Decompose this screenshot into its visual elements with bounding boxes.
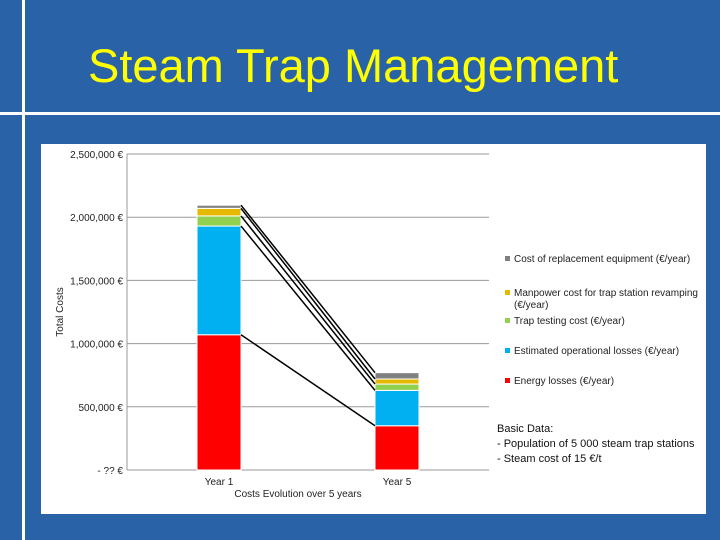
- frame-vertical-line: [22, 0, 25, 540]
- y-axis-label: Total Costs: [55, 287, 66, 336]
- legend-label-operational: Estimated operational losses (€/year): [514, 346, 679, 357]
- legend-label-energy: Energy losses (€/year): [514, 376, 614, 387]
- y-tick-label: 2,000,000 €: [70, 213, 123, 224]
- bar-segment-replacement: [374, 372, 420, 380]
- bar-segment-testing: [196, 215, 242, 227]
- bar-segment-energy: [196, 334, 242, 471]
- frame-horizontal-line: [0, 112, 720, 115]
- connector-line: [240, 207, 376, 380]
- legend-label-replacement: Cost of replacement equipment (€/year): [514, 254, 690, 265]
- note-line-steam-cost: - Steam cost of 15 €/t: [497, 453, 602, 465]
- bar-segment-replacement: [196, 204, 242, 209]
- legend-swatch-manpower: [505, 290, 510, 295]
- bar-segment-energy: [374, 425, 420, 471]
- x-axis-label: Costs Evolution over 5 years: [234, 489, 361, 500]
- bar-segment-testing: [374, 383, 420, 391]
- slide-title: Steam Trap Management: [88, 39, 619, 92]
- connector-line: [240, 225, 376, 391]
- y-tick-label: - ?? €: [97, 466, 123, 477]
- x-tick-label: Year 1: [205, 477, 234, 488]
- x-tick-label: Year 5: [383, 477, 412, 488]
- legend-swatch-testing: [505, 318, 510, 323]
- bar-segment-operational: [196, 225, 242, 336]
- legend-label-manpower: Manpower cost for trap station revamping…: [514, 288, 698, 311]
- note-line-population: - Population of 5 000 steam trap station…: [497, 438, 695, 450]
- y-tick-label: 500,000 €: [79, 403, 124, 414]
- bar-segment-manpower: [196, 207, 242, 217]
- y-tick-label: 2,500,000 €: [70, 150, 123, 161]
- bar-segment-manpower: [374, 378, 420, 385]
- stacked-bar-chart: 2,500,000 € 2,000,000 € 1,500,000 € 1,000,0…: [55, 150, 698, 500]
- y-tick-label: 1,500,000 €: [70, 276, 123, 287]
- legend-label-testing: Trap testing cost (€/year): [514, 316, 625, 327]
- connector-line: [240, 204, 376, 374]
- chart-panel: 2,500,000 € 2,000,000 € 1,500,000 € 1,000,0…: [41, 144, 706, 514]
- connector-line: [240, 334, 376, 427]
- note-heading: Basic Data:: [497, 423, 554, 435]
- legend-swatch-energy: [505, 378, 510, 383]
- basic-data-note: Basic Data: - Population of 5 000 steam …: [497, 422, 695, 467]
- legend-swatch-replacement: [505, 256, 510, 261]
- legend-swatch-operational: [505, 348, 510, 353]
- bar-segment-operational: [374, 389, 420, 427]
- connector-line: [240, 215, 376, 385]
- y-tick-label: 1,000,000 €: [70, 340, 123, 351]
